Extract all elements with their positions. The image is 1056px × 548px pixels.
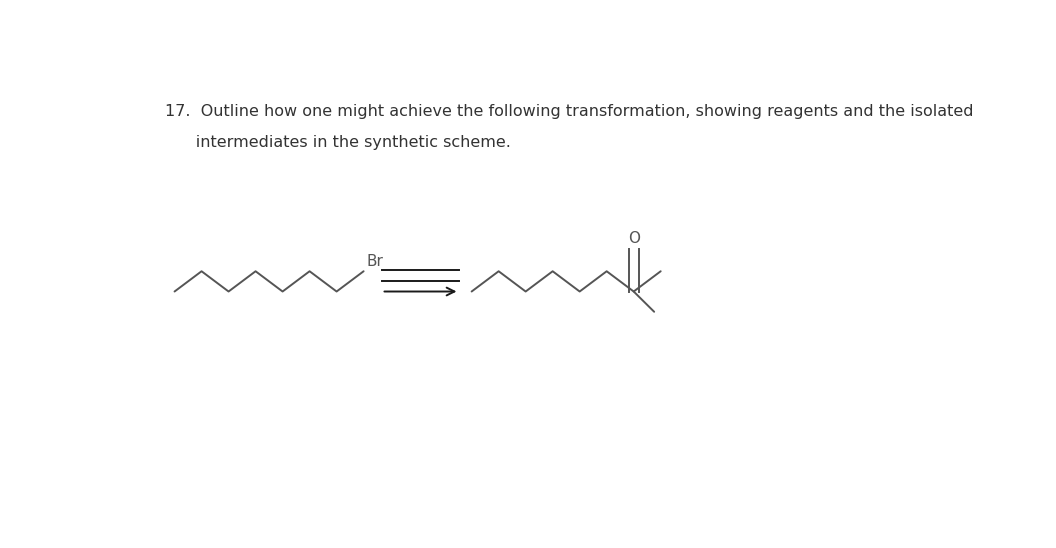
- Text: 17.  Outline how one might achieve the following transformation, showing reagent: 17. Outline how one might achieve the fo…: [165, 104, 974, 119]
- Text: intermediates in the synthetic scheme.: intermediates in the synthetic scheme.: [165, 135, 511, 150]
- Text: O: O: [627, 231, 640, 246]
- Text: Br: Br: [366, 254, 383, 269]
